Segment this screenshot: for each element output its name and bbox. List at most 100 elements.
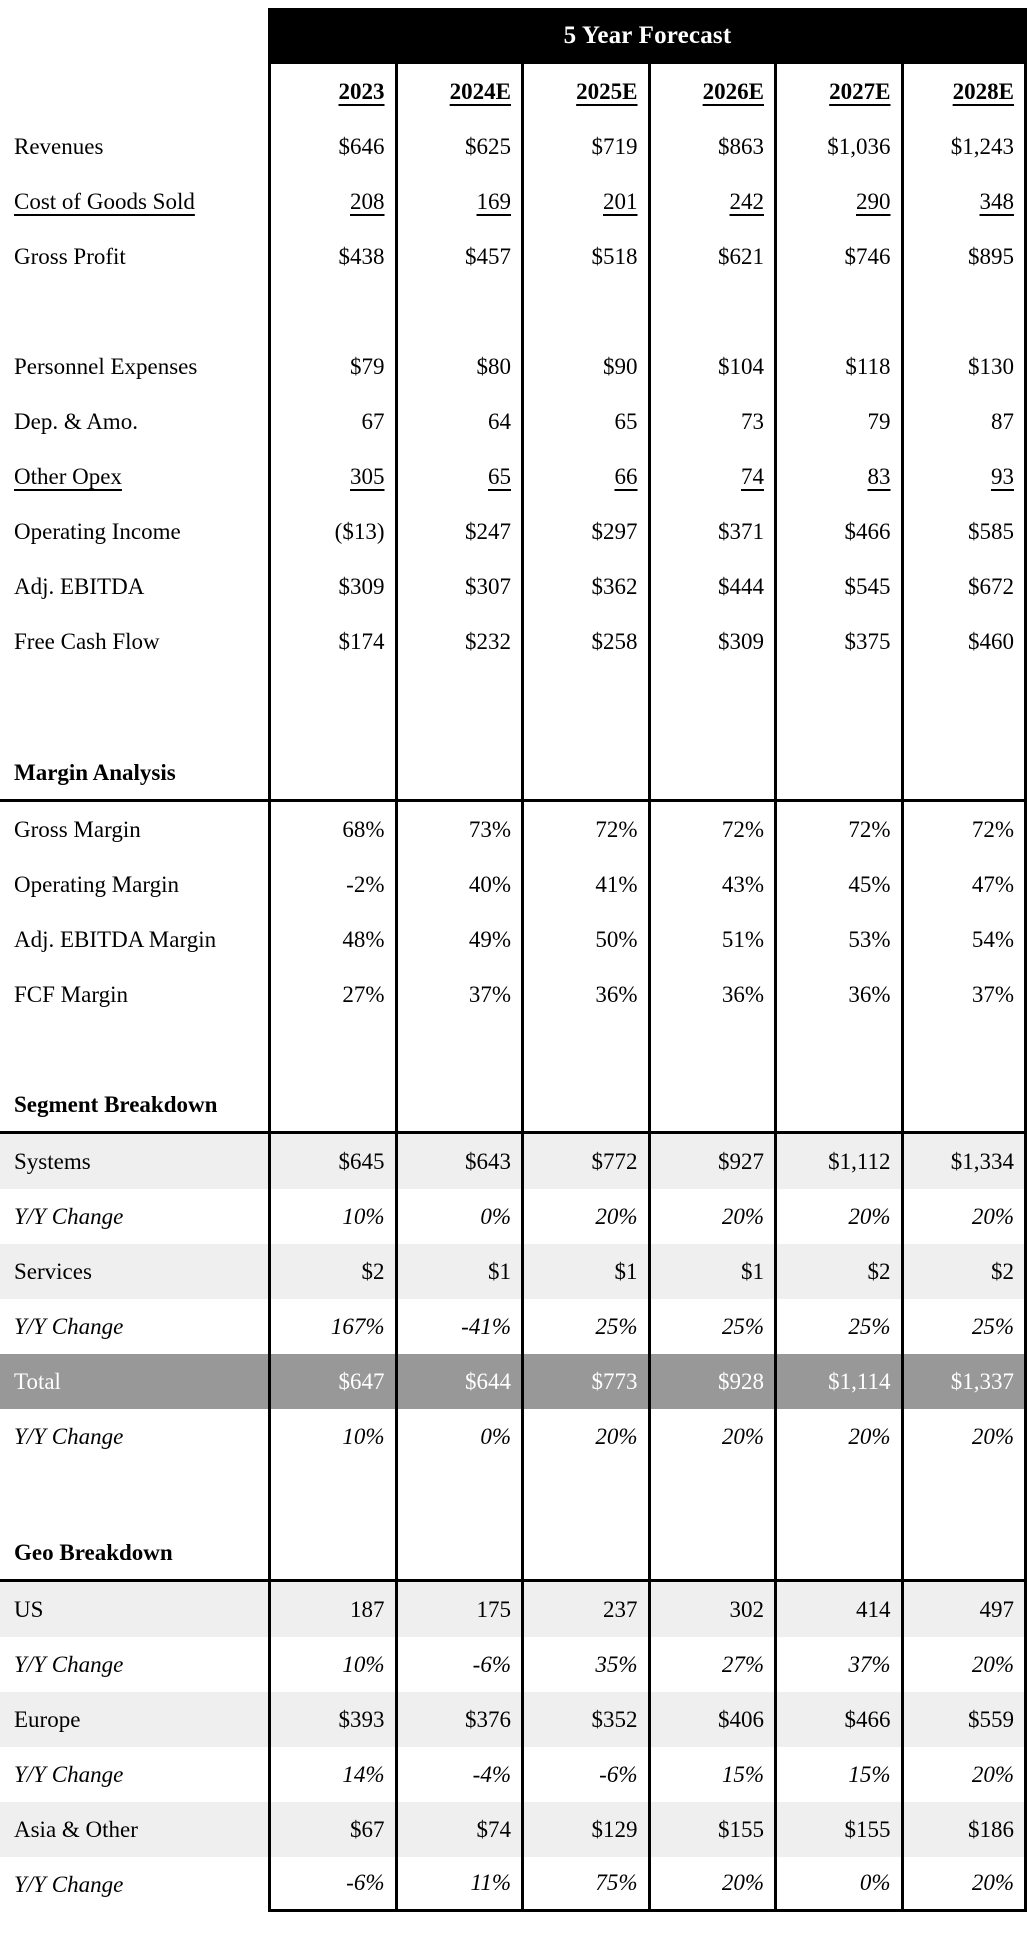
row-value: $457 bbox=[394, 229, 522, 284]
row-value: 47% bbox=[900, 857, 1027, 912]
row-value: $559 bbox=[900, 1692, 1027, 1747]
row-value: $74 bbox=[394, 1802, 521, 1857]
row-value bbox=[774, 284, 901, 339]
row-value: 87 bbox=[900, 394, 1027, 449]
row-value bbox=[521, 1464, 648, 1527]
row-value: $444 bbox=[647, 559, 775, 614]
row-label: Segment Breakdown bbox=[0, 1079, 268, 1134]
row-value: 15% bbox=[647, 1747, 775, 1802]
row-value: $297 bbox=[521, 504, 648, 559]
row-value: $79 bbox=[268, 339, 395, 394]
row-value: 20% bbox=[647, 1857, 774, 1912]
row-value bbox=[900, 284, 1027, 339]
row-value bbox=[394, 1464, 522, 1527]
table-row: Europe $393 $376 $352 $406 $466 $559 bbox=[0, 1692, 1027, 1747]
row-value bbox=[774, 1464, 901, 1527]
column-header-5: 2028E bbox=[900, 64, 1027, 119]
row-value: $362 bbox=[521, 559, 648, 614]
spacer-row bbox=[0, 669, 1027, 747]
row-value: $80 bbox=[394, 339, 522, 394]
row-value: 64 bbox=[394, 394, 522, 449]
row-value: $2 bbox=[900, 1244, 1027, 1299]
row-value: $773 bbox=[521, 1354, 648, 1409]
row-value: $130 bbox=[900, 339, 1027, 394]
row-value: $1 bbox=[647, 1244, 774, 1299]
row-value: 167% bbox=[268, 1299, 395, 1354]
row-value bbox=[394, 1527, 521, 1582]
table-row: Adj. EBITDA Margin 48% 49% 50% 51% 53% 54% bbox=[0, 912, 1027, 967]
row-value: $545 bbox=[774, 559, 901, 614]
row-value: 35% bbox=[521, 1637, 648, 1692]
row-value: 11% bbox=[394, 1857, 521, 1912]
row-label bbox=[0, 284, 268, 339]
row-label: Adj. EBITDA Margin bbox=[14, 926, 217, 952]
row-value: $647 bbox=[268, 1354, 395, 1409]
row-value: $643 bbox=[394, 1134, 521, 1189]
row-value bbox=[900, 1527, 1027, 1582]
row-label: Europe bbox=[0, 1692, 268, 1747]
row-label: Y/Y Change bbox=[14, 1203, 124, 1229]
row-value: 67 bbox=[268, 394, 395, 449]
row-value: 20% bbox=[647, 1189, 775, 1244]
table-row: Cost of Goods Sold 208 169 201 242 290 348 bbox=[0, 174, 1027, 229]
row-value: 20% bbox=[900, 1189, 1027, 1244]
row-value: 37% bbox=[774, 1637, 901, 1692]
row-value: 72% bbox=[647, 802, 775, 857]
row-label: Y/Y Change bbox=[14, 1423, 124, 1449]
row-value: -41% bbox=[394, 1299, 522, 1354]
row-label: Y/Y Change bbox=[14, 1313, 124, 1339]
row-value bbox=[900, 669, 1027, 747]
row-value: $625 bbox=[394, 119, 522, 174]
row-value bbox=[647, 747, 774, 802]
row-value: $393 bbox=[268, 1692, 395, 1747]
row-label: Total bbox=[0, 1354, 268, 1409]
row-label: Geo Breakdown bbox=[0, 1527, 268, 1582]
row-value: $1 bbox=[394, 1244, 521, 1299]
row-value: 51% bbox=[647, 912, 775, 967]
row-value: $406 bbox=[647, 1692, 774, 1747]
row-value: $518 bbox=[521, 229, 648, 284]
row-label: Y/Y Change bbox=[14, 1651, 124, 1677]
table-row: Y/Y Change 14% -4% -6% 15% 15% 20% bbox=[0, 1747, 1027, 1802]
spacer-row bbox=[0, 284, 1027, 339]
row-value: 36% bbox=[774, 967, 901, 1022]
row-value: $118 bbox=[774, 339, 901, 394]
row-label: Services bbox=[0, 1244, 268, 1299]
row-label: Margin Analysis bbox=[0, 747, 268, 802]
row-value: $104 bbox=[647, 339, 775, 394]
row-value: 25% bbox=[521, 1299, 648, 1354]
row-value bbox=[268, 284, 395, 339]
row-value: 414 bbox=[774, 1582, 901, 1637]
row-value: 20% bbox=[774, 1189, 901, 1244]
row-value bbox=[394, 1022, 522, 1079]
row-value: 25% bbox=[774, 1299, 901, 1354]
row-value: 74 bbox=[647, 449, 775, 504]
row-label: FCF Margin bbox=[14, 981, 128, 1007]
column-header-2: 2025E bbox=[521, 64, 648, 119]
table-row: Y/Y Change 10% -6% 35% 27% 37% 20% bbox=[0, 1637, 1027, 1692]
row-value: $927 bbox=[647, 1134, 774, 1189]
row-value: 169 bbox=[394, 174, 522, 229]
table-row: Adj. EBITDA $309 $307 $362 $444 $545 $672 bbox=[0, 559, 1027, 614]
row-value: $67 bbox=[268, 1802, 395, 1857]
row-value: 37% bbox=[900, 967, 1027, 1022]
table-row: US 187 175 237 302 414 497 bbox=[0, 1582, 1027, 1637]
row-value: 14% bbox=[268, 1747, 395, 1802]
row-value: $672 bbox=[900, 559, 1027, 614]
row-value: $376 bbox=[394, 1692, 521, 1747]
table-row: Personnel Expenses $79 $80 $90 $104 $118 $130 bbox=[0, 339, 1027, 394]
row-value bbox=[268, 747, 395, 802]
table-title: 5 Year Forecast bbox=[268, 8, 1027, 64]
row-value: 348 bbox=[900, 174, 1027, 229]
row-value: 73% bbox=[394, 802, 522, 857]
row-value: 27% bbox=[268, 967, 395, 1022]
row-value: $307 bbox=[394, 559, 522, 614]
row-value: 15% bbox=[774, 1747, 901, 1802]
row-value: $1,112 bbox=[774, 1134, 901, 1189]
row-value: 27% bbox=[647, 1637, 775, 1692]
row-value: $895 bbox=[900, 229, 1027, 284]
row-value: 20% bbox=[647, 1409, 775, 1464]
row-value: 242 bbox=[647, 174, 775, 229]
row-value: 20% bbox=[900, 1637, 1027, 1692]
row-value bbox=[774, 747, 901, 802]
